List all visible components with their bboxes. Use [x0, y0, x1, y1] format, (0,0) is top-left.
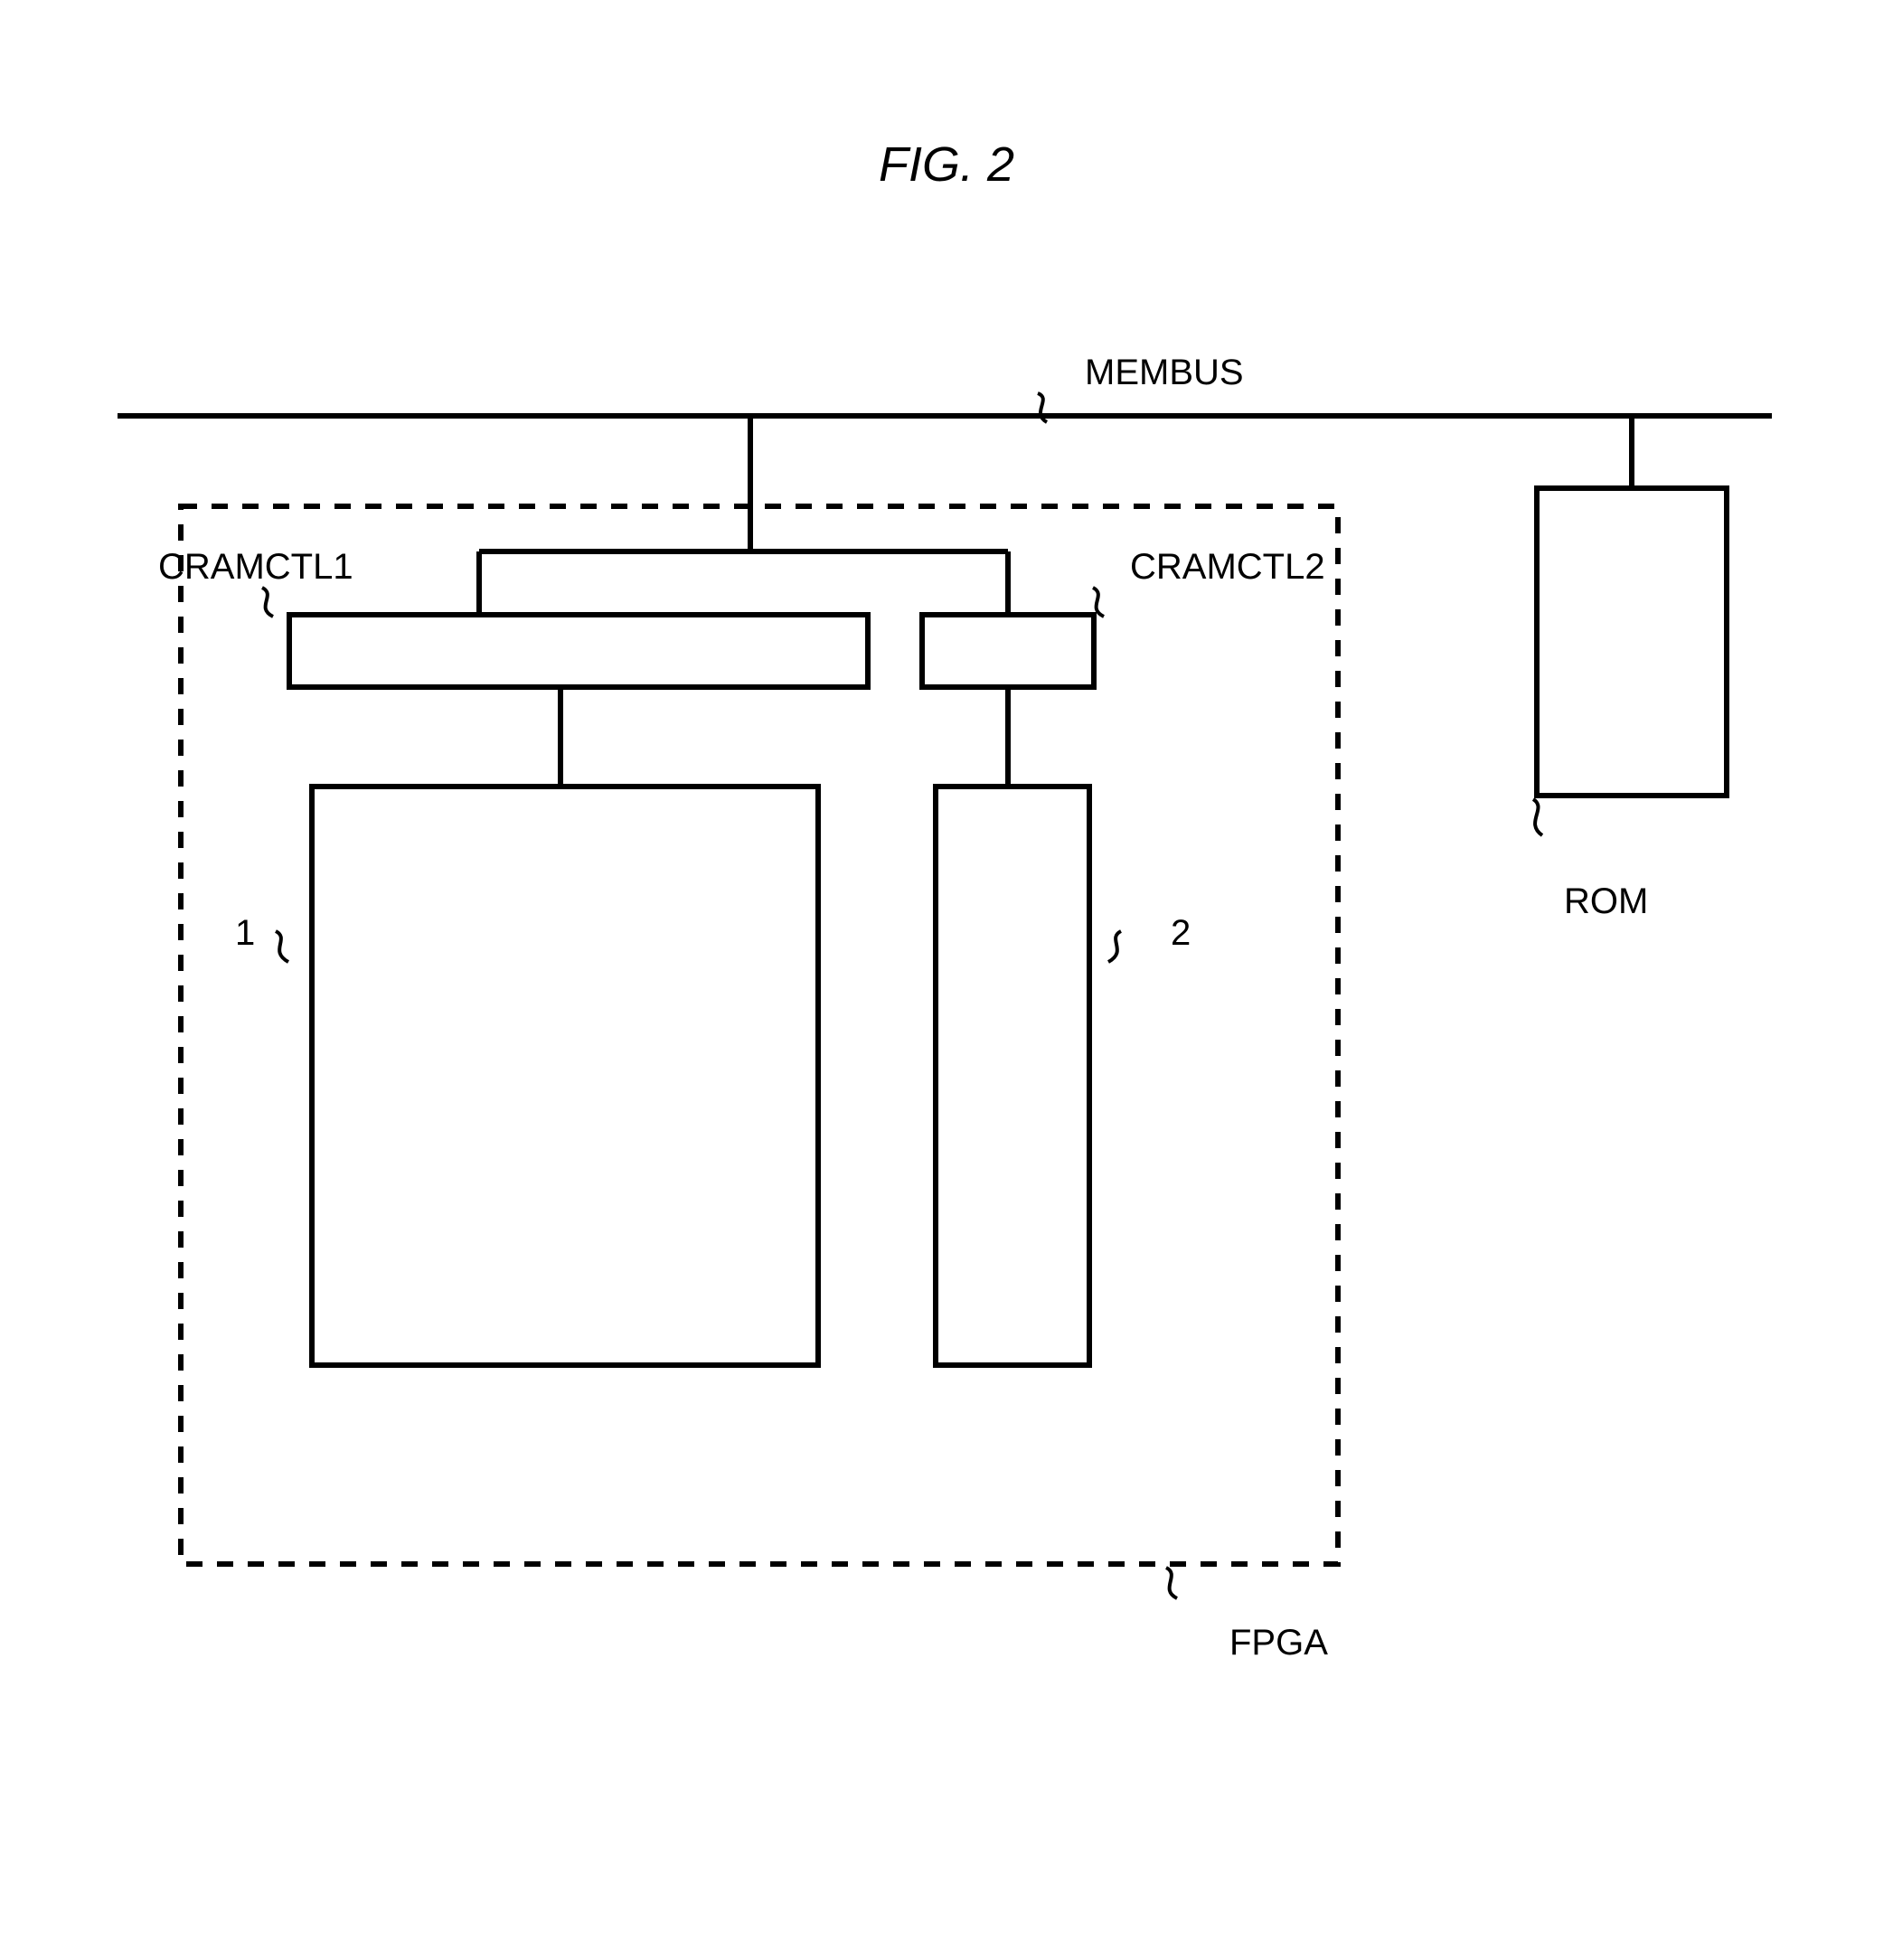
cramctl1-label: CRAMCTL1 — [158, 547, 353, 587]
block2-label: 2 — [1171, 913, 1191, 953]
block2-squiggle — [1108, 931, 1121, 962]
cramctl2-box — [922, 615, 1094, 687]
membus-label: MEMBUS — [1085, 353, 1244, 392]
cramctl1-box — [289, 615, 868, 687]
rom-squiggle — [1533, 799, 1542, 835]
block1-box — [312, 787, 818, 1365]
rom-label: ROM — [1564, 881, 1648, 921]
cramctl1-squiggle — [262, 588, 273, 617]
block1-squiggle — [276, 931, 288, 962]
fpga-squiggle — [1166, 1568, 1177, 1598]
fpga-box — [181, 506, 1338, 1564]
rom-box — [1537, 488, 1727, 796]
figure-title: FIG. 2 — [879, 137, 1014, 192]
cramctl2-label: CRAMCTL2 — [1130, 547, 1325, 587]
fpga-label: FPGA — [1229, 1623, 1328, 1663]
diagram-root: FIG. 2 MEMBUS FPGA ROM CRAMCTL1 CRAMCTL2… — [0, 0, 1893, 1960]
block2-box — [936, 787, 1089, 1365]
block1-label: 1 — [235, 913, 255, 953]
